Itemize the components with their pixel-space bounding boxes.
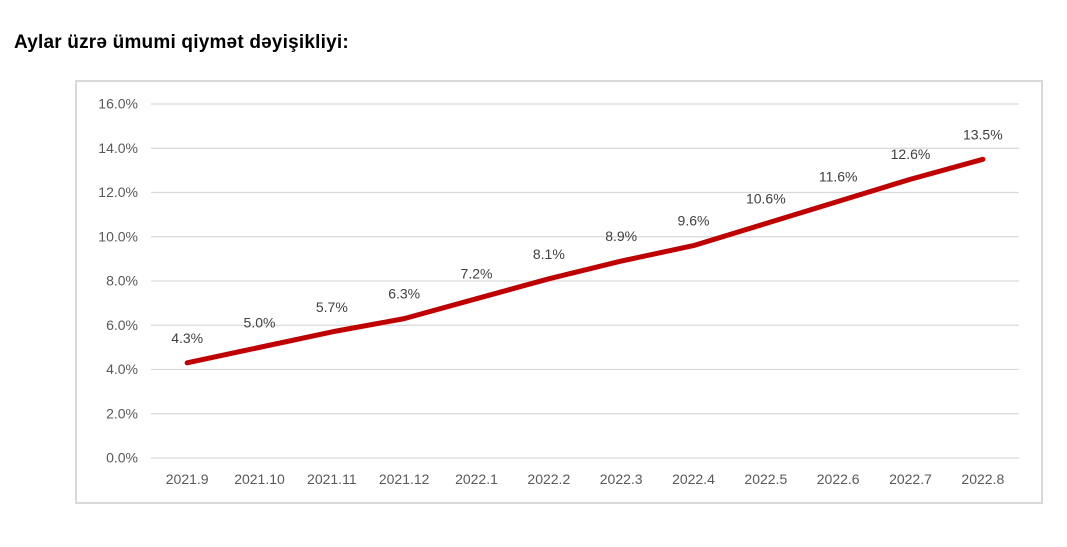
data-label: 4.3% — [171, 330, 203, 346]
chart-frame: 0.0% 2.0% 4.0% 6.0% 8.0% 10.0% 12.0% 14.0% 16.0%… — [75, 80, 1043, 504]
y-axis-tick-label: 2.0% — [106, 405, 138, 421]
data-label: 8.1% — [533, 246, 565, 262]
data-label: 11.6% — [819, 168, 858, 184]
x-axis-tick-label: 2022.4 — [672, 471, 715, 487]
x-axis-tick-label: 2022.6 — [817, 471, 860, 487]
series-line — [184, 156, 986, 366]
y-axis-tick-label: 4.0% — [106, 361, 138, 377]
y-axis-tick-label: 8.0% — [106, 273, 138, 289]
x-axis-tick-label: 2022.7 — [889, 471, 932, 487]
y-axis-tick-label: 6.0% — [106, 317, 138, 333]
chart-title: Aylar üzrə ümumi qiymət dəyişikliyi: — [14, 32, 349, 53]
y-axis-tick-label: 14.0% — [98, 140, 138, 156]
data-label: 12.6% — [891, 146, 931, 162]
data-label: 5.0% — [244, 314, 276, 330]
x-axis-tick-label: 2021.10 — [234, 471, 285, 487]
data-label: 5.7% — [316, 299, 348, 315]
data-label: 7.2% — [461, 266, 493, 282]
y-axis-tick-label: 16.0% — [98, 96, 138, 112]
x-axis-tick-label: 2022.3 — [600, 471, 643, 487]
data-label: 10.6% — [746, 190, 786, 206]
x-axis-tick-label: 2021.9 — [166, 471, 209, 487]
data-label: 6.3% — [388, 286, 420, 302]
y-axis-tick-label: 10.0% — [98, 228, 138, 244]
y-axis-tick-label: 0.0% — [106, 450, 138, 466]
data-label: 9.6% — [678, 213, 710, 229]
x-axis-tick-label: 2022.5 — [744, 471, 787, 487]
line-chart-canvas: 0.0% 2.0% 4.0% 6.0% 8.0% 10.0% 12.0% 14.0% 16.0%… — [98, 96, 1019, 487]
x-axis-tick-label: 2022.2 — [527, 471, 570, 487]
x-axis-tick-label: 2022.1 — [455, 471, 498, 487]
data-label: 8.9% — [605, 228, 637, 244]
x-axis-tick-label: 2021.12 — [379, 471, 430, 487]
x-axis-tick-label: 2022.8 — [961, 471, 1004, 487]
data-label: 13.5% — [963, 126, 1003, 142]
y-axis-tick-label: 12.0% — [98, 184, 138, 200]
x-axis-tick-label: 2021.11 — [307, 471, 357, 487]
